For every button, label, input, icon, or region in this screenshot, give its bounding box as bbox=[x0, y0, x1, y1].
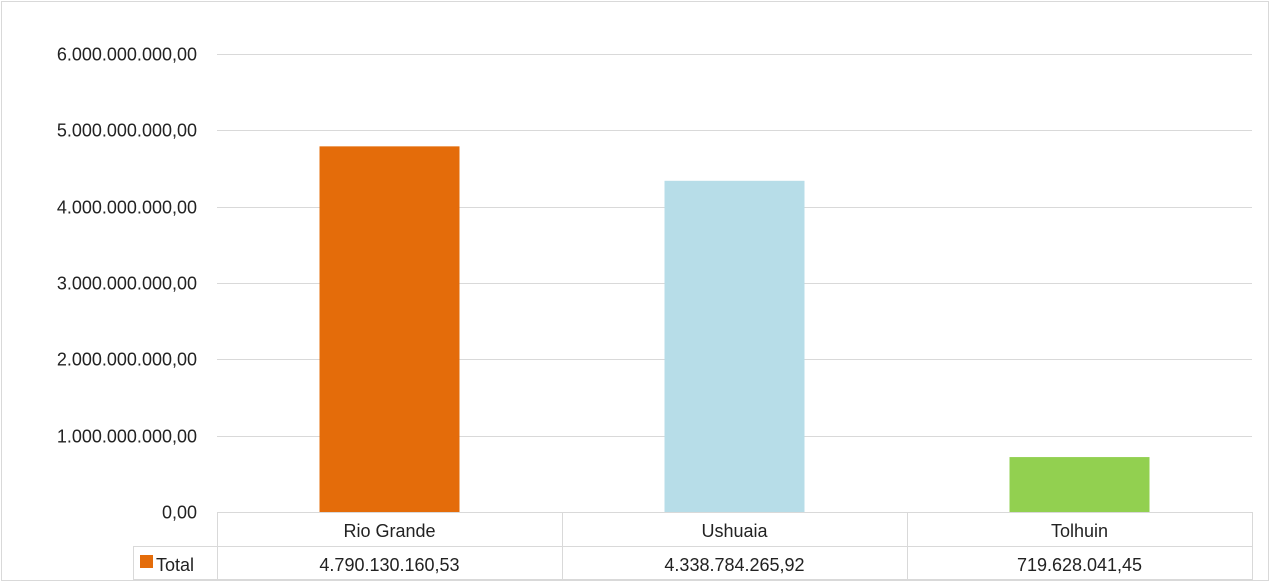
bars bbox=[319, 146, 1150, 512]
legend-label: Total bbox=[156, 555, 194, 575]
y-tick-label: 3.000.000.000,00 bbox=[57, 274, 197, 294]
bar-rio-grande bbox=[319, 146, 460, 512]
y-tick-label: 4.000.000.000,00 bbox=[57, 198, 197, 218]
bar-value-label: 4.338.784.265,92 bbox=[664, 555, 804, 575]
y-tick-label: 5.000.000.000,00 bbox=[57, 121, 197, 141]
bar-value-label: 719.628.041,45 bbox=[1017, 555, 1142, 575]
bar-value-label: 4.790.130.160,53 bbox=[319, 555, 459, 575]
y-tick-label: 6.000.000.000,00 bbox=[57, 45, 197, 65]
bar-ushuaia bbox=[664, 180, 805, 512]
y-tick-label: 2.000.000.000,00 bbox=[57, 350, 197, 370]
x-category-label: Rio Grande bbox=[343, 521, 435, 541]
y-tick-label: 1.000.000.000,00 bbox=[57, 427, 197, 447]
data-table: Rio Grande 4.790.130.160,53 Ushuaia 4.338.7… bbox=[133, 512, 1253, 580]
legend-swatch bbox=[140, 555, 153, 568]
bar-tolhuin bbox=[1009, 457, 1150, 512]
y-tick-label: 0,00 bbox=[162, 503, 197, 523]
y-axis-ticks: 0,00 1.000.000.000,00 2.000.000.000,00 3.00… bbox=[57, 45, 197, 523]
x-category-label: Tolhuin bbox=[1051, 521, 1108, 541]
x-category-label: Ushuaia bbox=[701, 521, 768, 541]
